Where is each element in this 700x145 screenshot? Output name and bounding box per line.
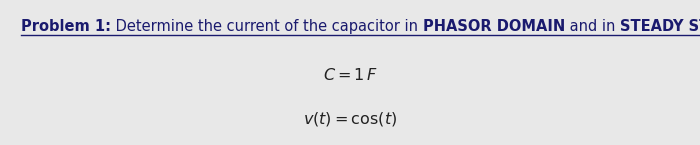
Text: PHASOR DOMAIN: PHASOR DOMAIN bbox=[423, 19, 565, 34]
Text: Determine the current of the capacitor in: Determine the current of the capacitor i… bbox=[111, 19, 423, 34]
Text: $v(t) = \cos(t)$: $v(t) = \cos(t)$ bbox=[303, 110, 397, 128]
Text: $C = 1\,F$: $C = 1\,F$ bbox=[323, 67, 377, 84]
Text: and in: and in bbox=[565, 19, 620, 34]
Text: Problem 1:: Problem 1: bbox=[21, 19, 111, 34]
Text: STEADY STATE: STEADY STATE bbox=[620, 19, 700, 34]
